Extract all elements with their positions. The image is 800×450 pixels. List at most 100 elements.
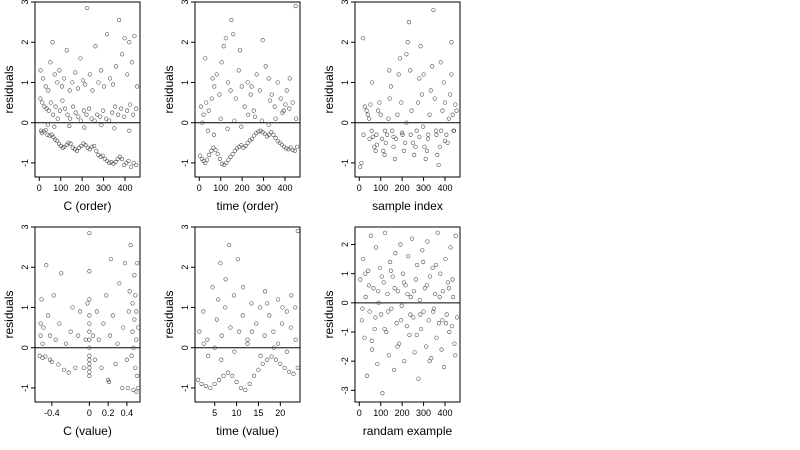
data-point: [211, 132, 216, 137]
data-point: [412, 350, 417, 355]
data-point: [87, 313, 92, 318]
data-point: [230, 373, 235, 378]
data-point: [386, 116, 391, 121]
data-point: [428, 88, 433, 93]
data-point: [280, 305, 285, 310]
data-point: [388, 259, 393, 265]
data-point: [134, 309, 139, 314]
data-point: [122, 162, 127, 168]
data-point: [258, 353, 263, 358]
data-point: [229, 18, 234, 23]
data-point: [438, 60, 443, 65]
data-point: [271, 345, 276, 350]
x-tick-label: 0: [197, 183, 202, 193]
data-point: [210, 76, 215, 81]
data-point: [85, 301, 90, 306]
data-point: [86, 106, 92, 111]
data-point: [53, 337, 58, 342]
data-point: [449, 324, 454, 329]
data-point: [449, 72, 454, 77]
data-point: [104, 293, 109, 298]
data-point: [232, 148, 237, 153]
data-point: [113, 104, 118, 109]
data-point: [273, 135, 278, 141]
data-point: [39, 297, 44, 302]
data-point: [134, 389, 139, 395]
data-point: [424, 283, 429, 288]
data-point: [130, 301, 135, 306]
data-point: [446, 286, 451, 291]
x-tick-label: 300: [416, 183, 431, 193]
panel-random-example: 0 100 200 300 400 -3 -2 -1 0 1 2 randam example resi…: [322, 226, 461, 438]
data-point: [426, 132, 431, 137]
y-tick-label: 3: [180, 0, 190, 5]
data-point: [370, 347, 375, 352]
data-point: [84, 112, 89, 117]
y-tick-label: -1: [340, 328, 350, 336]
x-tick-label: 400: [277, 183, 292, 193]
data-point: [38, 68, 43, 73]
data-point: [83, 337, 88, 342]
data-point: [135, 373, 140, 378]
data-point: [431, 309, 436, 314]
data-point: [237, 48, 243, 53]
data-point: [408, 132, 413, 137]
data-point: [370, 80, 375, 85]
data-point: [377, 100, 382, 105]
data-point: [78, 56, 83, 61]
data-point: [80, 78, 86, 83]
data-point: [78, 118, 83, 123]
data-point: [292, 148, 297, 153]
data-point: [239, 84, 244, 89]
x-tick-label: 400: [117, 183, 132, 193]
data-point: [87, 361, 92, 366]
y-tick-label: -1: [180, 384, 190, 392]
data-point: [209, 96, 214, 101]
data-point: [372, 327, 377, 332]
data-point: [87, 321, 92, 326]
data-point: [106, 379, 112, 384]
data-point: [365, 112, 370, 117]
data-point: [115, 341, 120, 346]
data-point: [392, 286, 397, 291]
y-tick-label: 0: [340, 120, 350, 125]
data-point: [120, 385, 125, 390]
data-point: [132, 34, 137, 39]
data-point: [64, 48, 69, 53]
data-point: [415, 262, 420, 267]
data-point: [404, 52, 409, 57]
data-point: [290, 100, 295, 105]
data-point: [226, 157, 231, 162]
data-point: [87, 297, 92, 302]
data-point: [104, 32, 110, 37]
data-point: [421, 72, 426, 77]
y-tick-label: 2: [340, 40, 350, 45]
data-point: [239, 124, 244, 129]
data-point: [289, 293, 294, 298]
data-point: [364, 108, 369, 113]
data-point: [266, 122, 271, 127]
data-point: [291, 371, 296, 376]
data-point: [361, 132, 366, 137]
data-point: [73, 365, 78, 370]
y-tick-label: 1: [340, 80, 350, 85]
data-point: [412, 152, 417, 157]
data-point: [101, 84, 107, 89]
data-point: [198, 104, 204, 109]
data-point: [424, 148, 430, 153]
data-point: [37, 353, 42, 358]
data-point: [38, 321, 43, 326]
data-point: [87, 269, 92, 274]
data-point: [369, 338, 374, 343]
data-point: [420, 248, 425, 253]
data-point: [238, 385, 244, 390]
y-axis-label: residuals: [2, 65, 16, 113]
data-point: [269, 130, 274, 135]
data-point: [431, 306, 436, 311]
x-axis-label: C (value): [63, 424, 112, 438]
data-point: [438, 271, 443, 276]
data-point: [83, 143, 88, 148]
x-tick-label: 0.4: [121, 408, 134, 418]
data-point: [404, 120, 409, 125]
